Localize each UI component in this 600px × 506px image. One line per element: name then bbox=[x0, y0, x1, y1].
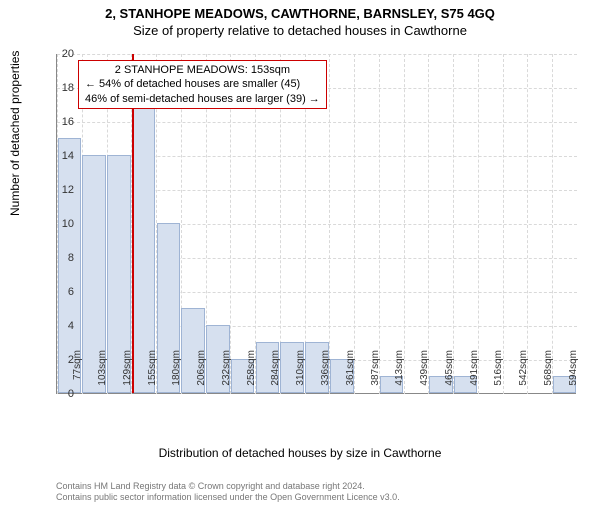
y-tick-label: 8 bbox=[50, 252, 74, 264]
x-tick-label: 180sqm bbox=[171, 350, 182, 398]
y-tick-label: 0 bbox=[50, 388, 74, 400]
y-tick-label: 4 bbox=[50, 320, 74, 332]
x-tick-label: 284sqm bbox=[270, 350, 281, 398]
x-tick-label: 258sqm bbox=[246, 350, 257, 398]
chart-title-line1: 2, STANHOPE MEADOWS, CAWTHORNE, BARNSLEY… bbox=[0, 6, 600, 21]
x-tick-label: 77sqm bbox=[72, 350, 83, 398]
x-tick-label: 361sqm bbox=[345, 350, 356, 398]
x-tick-label: 413sqm bbox=[394, 350, 405, 398]
footer-line1: Contains HM Land Registry data © Crown c… bbox=[56, 481, 400, 493]
grid-line-v bbox=[428, 54, 429, 394]
grid-line-v bbox=[527, 54, 528, 394]
grid-line-h bbox=[57, 54, 577, 55]
chart-area: 2 STANHOPE MEADOWS: 153sqm ← 54% of deta… bbox=[56, 54, 576, 394]
x-axis-label: Distribution of detached houses by size … bbox=[0, 446, 600, 460]
annot-line1: 2 STANHOPE MEADOWS: 153sqm bbox=[85, 63, 320, 77]
y-axis-label: Number of detached properties bbox=[8, 51, 22, 216]
x-tick-label: 439sqm bbox=[419, 350, 430, 398]
footer-line2: Contains public sector information licen… bbox=[56, 492, 400, 504]
annot-line3: 46% of semi-detached houses are larger (… bbox=[85, 92, 320, 106]
grid-line-v bbox=[453, 54, 454, 394]
x-tick-label: 465sqm bbox=[444, 350, 455, 398]
grid-line-v bbox=[503, 54, 504, 394]
annotation-box: 2 STANHOPE MEADOWS: 153sqm ← 54% of deta… bbox=[78, 60, 327, 109]
x-tick-label: 155sqm bbox=[147, 350, 158, 398]
x-tick-label: 232sqm bbox=[221, 350, 232, 398]
x-tick-label: 129sqm bbox=[122, 350, 133, 398]
grid-line-v bbox=[552, 54, 553, 394]
annot-line2: ← 54% of detached houses are smaller (45… bbox=[85, 77, 320, 91]
y-tick-label: 18 bbox=[50, 82, 74, 94]
footer-text: Contains HM Land Registry data © Crown c… bbox=[56, 481, 400, 504]
x-tick-label: 310sqm bbox=[295, 350, 306, 398]
y-tick-label: 10 bbox=[50, 218, 74, 230]
y-tick-label: 14 bbox=[50, 150, 74, 162]
x-tick-label: 206sqm bbox=[196, 350, 207, 398]
x-tick-label: 103sqm bbox=[97, 350, 108, 398]
grid-line-v bbox=[478, 54, 479, 394]
y-tick-label: 6 bbox=[50, 286, 74, 298]
grid-line-v bbox=[329, 54, 330, 394]
chart-container: { "chart": { "type": "histogram", "title… bbox=[0, 6, 600, 506]
x-tick-label: 336sqm bbox=[320, 350, 331, 398]
y-tick-label: 16 bbox=[50, 116, 74, 128]
x-tick-label: 516sqm bbox=[493, 350, 504, 398]
chart-title-line2: Size of property relative to detached ho… bbox=[0, 23, 600, 38]
grid-line-v bbox=[379, 54, 380, 394]
x-tick-label: 542sqm bbox=[518, 350, 529, 398]
y-tick-label: 2 bbox=[50, 354, 74, 366]
grid-line-v bbox=[354, 54, 355, 394]
x-tick-label: 387sqm bbox=[370, 350, 381, 398]
grid-line-v bbox=[404, 54, 405, 394]
y-tick-label: 20 bbox=[50, 48, 74, 60]
x-tick-label: 594sqm bbox=[568, 350, 579, 398]
x-tick-label: 491sqm bbox=[469, 350, 480, 398]
y-tick-label: 12 bbox=[50, 184, 74, 196]
x-tick-label: 568sqm bbox=[543, 350, 554, 398]
